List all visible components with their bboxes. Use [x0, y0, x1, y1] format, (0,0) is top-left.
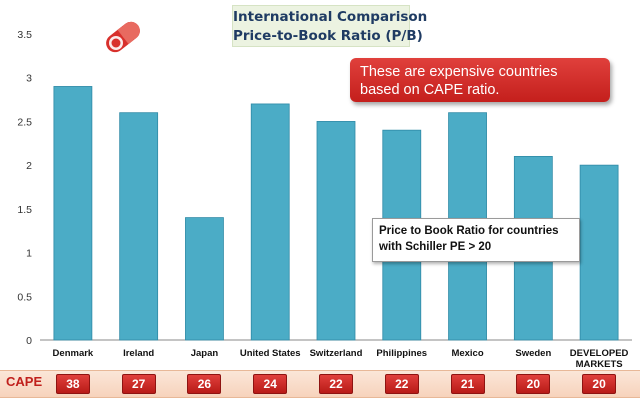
chart-title-line-2: Price-to-Book Ratio (P/B) [233, 28, 423, 44]
bar [185, 217, 224, 341]
cape-value-badge: 24 [253, 374, 288, 394]
y-tick-label: 1 [26, 248, 32, 260]
cape-value-badge: 26 [187, 374, 222, 394]
chart-title: International Comparison Price-to-Book R… [232, 5, 428, 47]
capsule-logo-icon [106, 21, 140, 53]
cape-value-badge: 22 [384, 374, 419, 394]
bar [316, 121, 356, 341]
cape-value-badge: 21 [450, 374, 485, 394]
bar [250, 103, 290, 341]
x-tick-label: Japan [191, 348, 219, 359]
y-tick-label: 0.5 [17, 291, 32, 303]
cape-value-badge: 38 [55, 374, 90, 394]
y-tick-label: 3.5 [17, 29, 32, 41]
x-tick-label: Mexico [451, 348, 483, 359]
x-tick-label: Ireland [123, 348, 154, 359]
x-tick-label: DEVELOPED MARKETS [570, 348, 629, 370]
x-tick-label: Denmark [53, 348, 94, 359]
cape-value-badge: 20 [516, 374, 551, 394]
y-tick-label: 2 [26, 160, 32, 172]
y-tick-label: 2.5 [17, 116, 32, 128]
bar [119, 112, 159, 341]
x-tick-label: Switzerland [310, 348, 363, 359]
y-tick-label: 0 [26, 335, 32, 347]
x-tick-label: Sweden [515, 348, 551, 359]
callout-expensive-countries: These are expensive countries based on C… [350, 58, 610, 102]
x-tick-label: United States [240, 348, 301, 359]
cape-value-badge: 27 [121, 374, 156, 394]
x-tick-label: Philippines [376, 348, 427, 359]
note-pb-ratio: Price to Book Ratio for countries with S… [372, 218, 580, 262]
chart-title-line-1: International Comparison [233, 9, 428, 25]
bar [53, 86, 93, 341]
y-tick-label: 1.5 [17, 204, 32, 216]
x-axis-labels: Denmark Ireland Japan United States Switzerl… [53, 348, 629, 370]
cape-value-badge: 22 [319, 374, 353, 394]
bars [53, 86, 619, 341]
bar-chart: 0 0.5 1 1.5 2 2.5 3 3.5 Denmark Ireland Japan Unit… [17, 29, 632, 370]
cape-label: CAPE [6, 374, 43, 389]
bar [579, 164, 619, 341]
cape-value-badge: 20 [582, 374, 617, 394]
y-tick-label: 3 [26, 73, 32, 85]
